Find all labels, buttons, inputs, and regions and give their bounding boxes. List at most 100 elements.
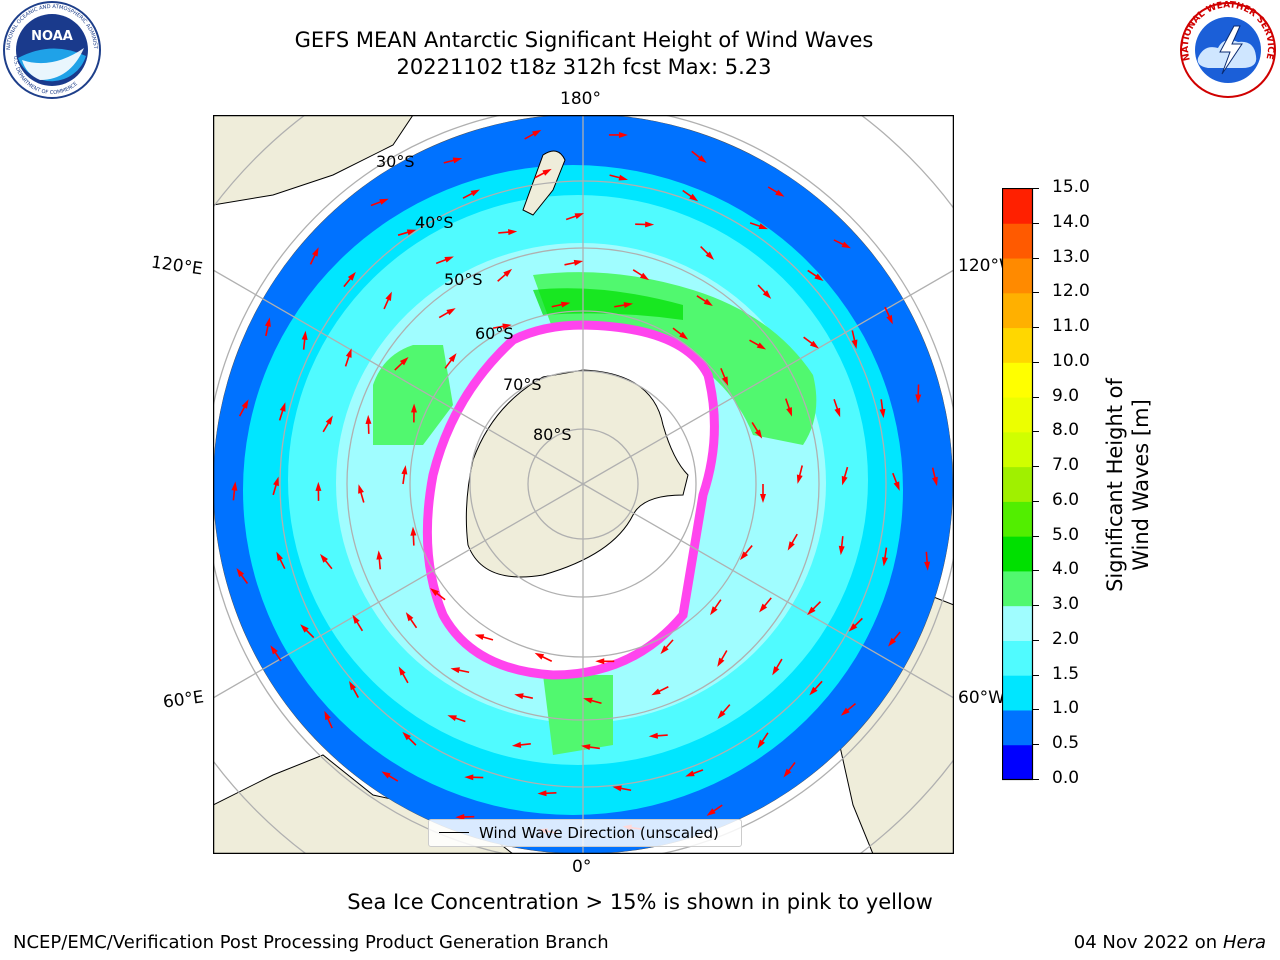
colorbar-tick [1033,188,1039,189]
wind-wave-arrowhead [581,744,591,751]
wind-wave-arrowhead [410,526,417,536]
legend-line-swatch [439,832,469,833]
wind-wave-arrowhead [514,693,524,700]
colorbar-tick-label: 9.0 [1052,385,1080,406]
colorbar-tick [1033,222,1039,224]
wind-wave-arrowhead [841,475,848,486]
wind-wave-arrowhead [312,247,319,257]
colorbar-tick-label: 3.0 [1052,594,1080,615]
wind-wave-arrowhead [455,813,465,820]
wind-wave-arrowhead [398,666,406,676]
wind-wave-arrowhead [450,667,460,674]
noaa-logo: NOAA NATIONAL OCEANIC AND ATMOSPHERIC AD… [0,0,101,99]
wind-wave-arrowhead [758,223,769,230]
wind-wave-arrowhead [705,251,715,260]
colorbar-tick [1033,674,1039,676]
footer-credit: NCEP/EMC/Verification Post Processing Pr… [13,932,609,953]
colorbar-swatch [1002,223,1033,259]
wind-wave-arrowhead [760,493,766,503]
wind-wave-arrowhead [932,476,938,487]
wind-wave-arrowhead [511,741,522,748]
wind-wave-arrowhead [474,634,485,641]
wind-wave-arrowhead [324,710,331,721]
wind-wave-arrowhead [399,356,409,366]
wind-wave-arrowhead [882,557,888,567]
colorbar-tick-label: 4.0 [1052,559,1080,580]
colorbar-tick-label: 1.5 [1052,663,1080,684]
colorbar-tick-label: 0.5 [1052,733,1080,754]
wind-wave-arrowhead [762,290,772,299]
wind-wave-arrowhead [276,551,284,562]
wind-wave-arrowhead [470,189,480,197]
wind-wave-arrowhead [703,298,713,307]
wind-wave-arrowhead [534,652,545,660]
wind-wave-arrowhead [679,331,689,340]
map-title: GEFS MEAN Antarctic Significant Height o… [294,28,874,52]
wind-wave-arrowhead [301,330,308,340]
colorbar-tick-label: 2.0 [1052,628,1080,649]
wind-wave-arrowhead [444,256,454,263]
map-legend: Wind Wave Direction (unscaled) [428,819,742,847]
wind-wave-arrowhead [612,785,622,792]
wind-wave-arrowhead [721,376,729,386]
wind-wave-arrowhead [848,623,858,632]
wind-wave-arrowhead [834,407,841,418]
noaa-logo-text: NOAA [31,29,73,44]
wind-wave-arrowhead [786,407,793,417]
wind-wave-arrowhead [814,273,824,281]
wind-wave-arrowhead [502,323,512,330]
wind-wave-arrowhead [508,229,518,236]
lat-label-40s: 40°S [415,213,454,232]
wind-wave-arrowhead [542,168,552,176]
colorbar-tick-label: 7.0 [1052,455,1080,476]
colorbar-tick-label: 12.0 [1052,281,1090,302]
colorbar-tick-label: 14.0 [1052,211,1090,232]
lon-label-180: 180° [560,89,601,109]
wind-wave-arrowhead [787,541,795,551]
wind-wave-arrowhead [888,637,897,647]
colorbar-swatch [1002,536,1033,572]
wind-wave-arrowhead [660,645,669,655]
wind-wave-arrowhead [710,606,718,616]
wind-wave-arrowhead [689,193,699,202]
colorbar-title: Significant Height of Wind Waves [m] [1103,378,1153,592]
wind-wave-arrowhead [345,348,352,358]
colorbar-tick [1033,744,1039,746]
wind-wave-arrowhead [241,399,249,409]
wind-wave-arrowhead [270,645,278,655]
wind-wave-arrowhead [595,658,605,665]
colorbar-tick-label: 5.0 [1052,524,1080,545]
colorbar-swatch [1002,709,1033,746]
wave-region-green-south [543,675,613,755]
wind-wave-arrowhead [651,688,661,696]
colorbar-swatch [1002,397,1033,433]
footer-date: 04 Nov 2022 on Hera [1074,932,1266,953]
wind-wave-arrowhead [446,308,456,316]
wind-wave-arrowhead [841,241,851,249]
colorbar-swatch [1002,466,1033,502]
colorbar-tick [1033,361,1039,363]
wind-wave-arrowhead [300,624,309,633]
wind-wave-arrowhead [796,474,803,484]
lat-label-70s: 70°S [503,375,542,394]
colorbar-swatch [1002,605,1033,641]
land-australia-top [213,115,414,206]
colorbar-swatch [1002,501,1033,537]
wind-wave-arrowhead [231,481,238,491]
wind-wave-arrowhead [273,476,279,487]
colorbar-tick-label: 0.0 [1052,768,1080,788]
wind-wave-arrowhead [618,174,628,181]
wind-wave-arrowhead [759,603,768,613]
colorbar-tick-label: 10.0 [1052,350,1090,371]
colorbar-swatch [1002,570,1033,607]
wind-wave-arrowhead [532,129,542,137]
wind-wave-arrowhead [381,771,391,779]
wind-wave-arrowhead [320,553,328,563]
lon-label-120e: 120°E [149,252,204,280]
colorbar-tick [1033,709,1039,711]
colorbar-swatch [1002,258,1033,294]
colorbar-swatch [1002,640,1033,676]
wind-wave-arrowhead [783,768,792,778]
wind-wave-arrowhead [464,774,474,781]
wind-wave-arrowhead [754,429,763,439]
